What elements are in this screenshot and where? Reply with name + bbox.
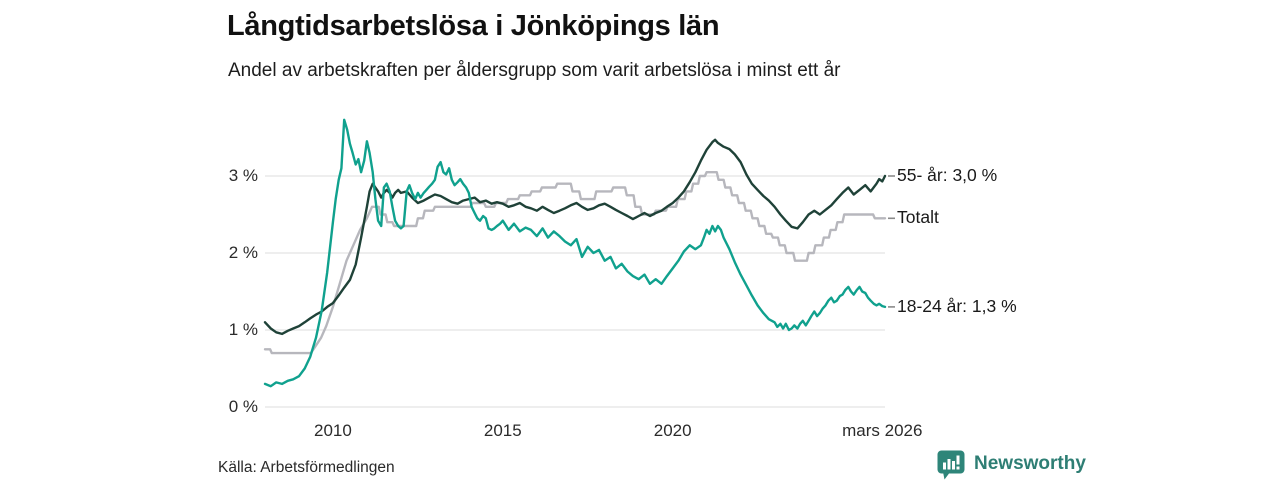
y-tick-label-1: 1 % bbox=[228, 320, 258, 339]
series-line-totalt bbox=[263, 170, 887, 355]
x-tick-label-2010: 2010 bbox=[314, 421, 352, 440]
y-tick-label-2: 2 % bbox=[228, 243, 258, 262]
page-title: Långtidsarbetslösa i Jönköpings län bbox=[227, 10, 720, 42]
page-subtitle: Andel av arbetskraften per åldersgrupp s… bbox=[228, 60, 841, 81]
x-tick-label-2020: 2020 bbox=[653, 421, 692, 440]
series-end-label-18-24-ar: 18-24 år: 1,3 % bbox=[897, 295, 1017, 316]
brand-name: Newsworthy bbox=[974, 453, 1086, 474]
series-end-label-totalt: Totalt bbox=[897, 207, 939, 228]
series-end-label-55-ar: 55- år: 3,0 % bbox=[897, 165, 998, 185]
x-tick-label-2015: 2015 bbox=[483, 421, 522, 440]
y-tick-label-3: 3 % bbox=[228, 166, 258, 185]
y-tick-label-0: 0 % bbox=[228, 397, 258, 416]
brand-lockup: Newsworthy bbox=[936, 449, 1086, 479]
source-note: Källa: Arbetsförmedlingen bbox=[218, 459, 395, 476]
x-tick-label-mars-2026: mars 2026 bbox=[842, 421, 923, 440]
series-line-55-ar bbox=[263, 138, 887, 336]
series-line-18-24-ar bbox=[263, 118, 887, 388]
bar-chart-speech-bubble-icon bbox=[937, 450, 965, 479]
